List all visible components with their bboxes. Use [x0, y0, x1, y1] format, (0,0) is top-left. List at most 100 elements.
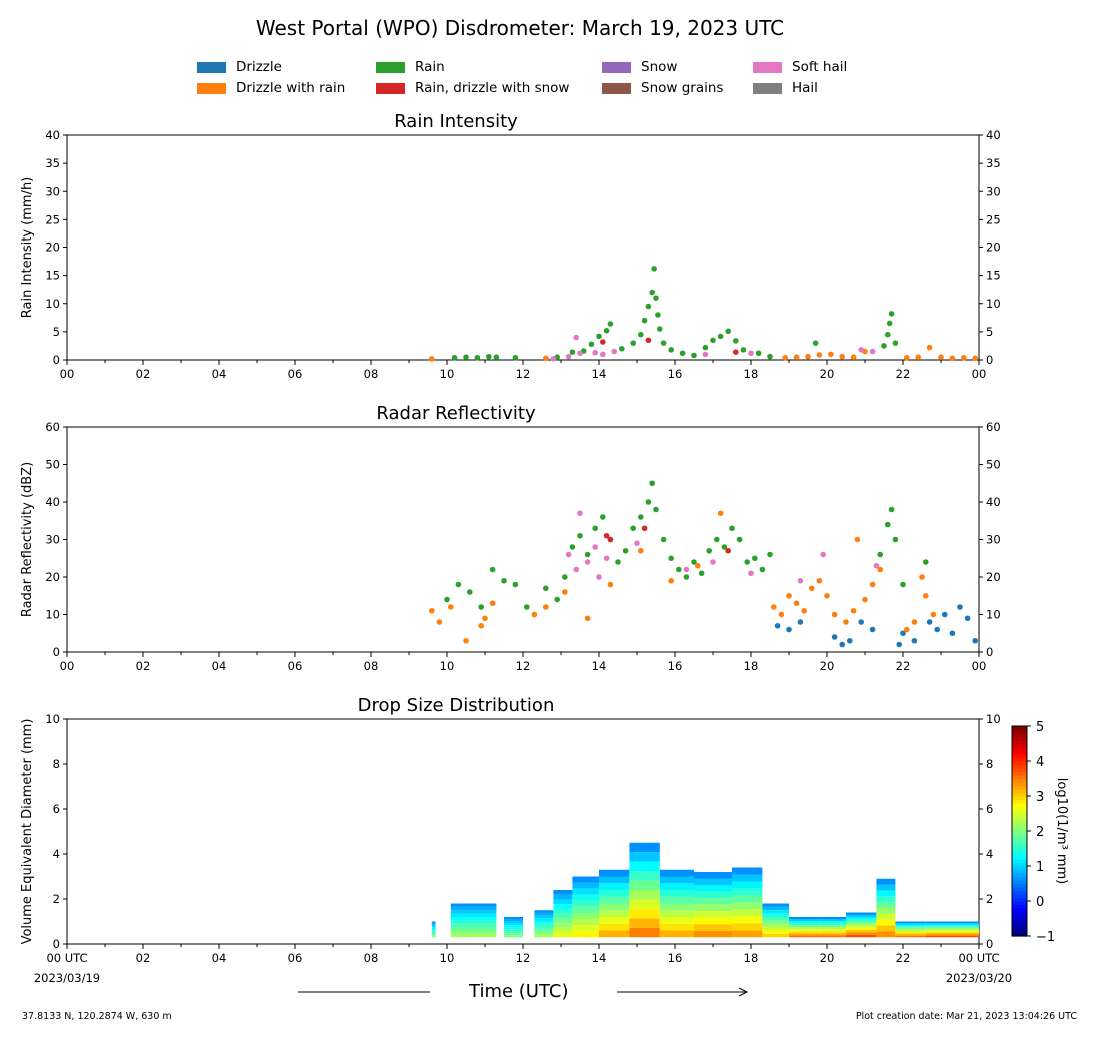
colorbar-segment — [1012, 827, 1027, 832]
dsd-cell — [819, 929, 846, 932]
data-point — [641, 525, 648, 532]
data-point — [805, 353, 811, 360]
y-tick-label: 20 — [45, 570, 60, 584]
data-point — [831, 634, 838, 640]
dsd-cell — [789, 921, 820, 924]
dsd-cell — [553, 894, 573, 900]
x-tick-label: 06 — [288, 951, 303, 965]
dsd-cell — [846, 934, 877, 938]
data-point — [565, 353, 572, 360]
dsd-cell — [534, 910, 554, 913]
x-tick-label: 10 — [440, 367, 455, 381]
y-tick-label: 25 — [45, 212, 60, 226]
data-point — [676, 566, 682, 573]
data-point — [714, 536, 720, 543]
data-point — [630, 525, 636, 532]
data-point — [850, 607, 857, 614]
dsd-cell — [504, 933, 523, 936]
dsd-cell — [553, 932, 573, 938]
dsd-cell — [694, 891, 732, 899]
colorbar-segment — [1012, 810, 1027, 815]
dsd-cell — [895, 934, 926, 936]
legend-swatch — [197, 62, 226, 73]
colorbar-tick-label: 2 — [1036, 825, 1044, 840]
dsd-cell — [789, 917, 820, 920]
x-tick-label: 14 — [592, 367, 607, 381]
x-tick-label: 10 — [440, 659, 455, 673]
data-point — [774, 622, 781, 629]
y-tick-label-right: 25 — [986, 212, 1001, 226]
data-point — [729, 525, 735, 532]
data-point — [820, 551, 826, 558]
data-point — [752, 555, 758, 562]
legend-label: Snow — [641, 59, 678, 75]
colorbar-segment — [1012, 764, 1027, 769]
y-axis-label: Radar Reflectivity (dBZ) — [20, 462, 35, 617]
legend-label: Drizzle — [236, 59, 282, 75]
dsd-cell — [450, 903, 497, 907]
x-axis-label: Time (UTC) — [469, 981, 569, 1002]
data-point — [828, 351, 834, 358]
legend-swatch — [753, 62, 782, 73]
data-point — [569, 349, 576, 355]
data-point — [638, 331, 644, 338]
data-point — [923, 559, 929, 565]
dsd-cell — [599, 917, 630, 924]
dsd-cell — [431, 934, 436, 936]
data-point — [493, 354, 500, 360]
data-point — [957, 604, 963, 610]
data-point — [877, 566, 883, 573]
plot-frame — [66, 134, 980, 361]
dsd-cell — [876, 908, 896, 914]
colorbar-segment — [1012, 803, 1027, 808]
data-point — [596, 333, 602, 340]
colorbar-segment — [1012, 778, 1027, 783]
dsd-cell — [629, 890, 660, 900]
colorbar-segment — [1012, 876, 1027, 881]
data-point — [786, 592, 792, 599]
colorbar-segment — [1012, 789, 1027, 794]
dsd-cell — [534, 934, 554, 938]
dsd-cell — [819, 927, 846, 930]
data-point — [600, 514, 606, 520]
legend-label: Rain — [415, 59, 445, 75]
x-tick-label: 02 — [136, 659, 151, 673]
dsd-cell — [762, 920, 789, 924]
data-point — [512, 354, 519, 361]
dsd-cell — [762, 923, 789, 928]
data-point — [554, 596, 560, 603]
dsd-cell — [762, 930, 789, 934]
dsd-cell — [789, 931, 820, 934]
colorbar-segment — [1012, 852, 1027, 857]
y-tick-label-right: 30 — [986, 184, 1001, 198]
dsd-cell — [553, 918, 573, 924]
data-point — [831, 611, 838, 618]
data-point — [759, 566, 766, 573]
dsd-cell — [572, 894, 599, 901]
data-point — [653, 295, 659, 301]
data-point — [641, 317, 648, 324]
dsd-cell — [450, 927, 497, 931]
y-tick-label: 30 — [45, 533, 60, 547]
colorbar-segment — [1012, 761, 1027, 766]
dsd-cell — [431, 935, 436, 938]
dsd-cell — [694, 911, 732, 918]
x-tick-label: 02 — [136, 367, 151, 381]
x-tick-label: 20 — [820, 951, 835, 965]
dsd-cell — [925, 932, 979, 935]
colorbar-tick-label: −1 — [1036, 930, 1055, 945]
colorbar-segment — [1012, 792, 1027, 797]
dsd-cell — [599, 883, 630, 890]
data-point — [448, 604, 454, 610]
colorbar-segment — [1012, 908, 1027, 913]
dsd-cell — [789, 919, 820, 922]
dsd-cell — [895, 923, 926, 925]
y-tick-label: 30 — [45, 184, 60, 198]
panel-title: Rain Intensity — [394, 111, 518, 132]
dsd-cell — [450, 923, 497, 928]
legend-swatch — [376, 83, 405, 94]
data-point — [657, 326, 663, 332]
dsd-cell — [732, 881, 763, 889]
dsd-cell — [534, 912, 554, 916]
panel-title: Drop Size Distribution — [358, 695, 555, 716]
